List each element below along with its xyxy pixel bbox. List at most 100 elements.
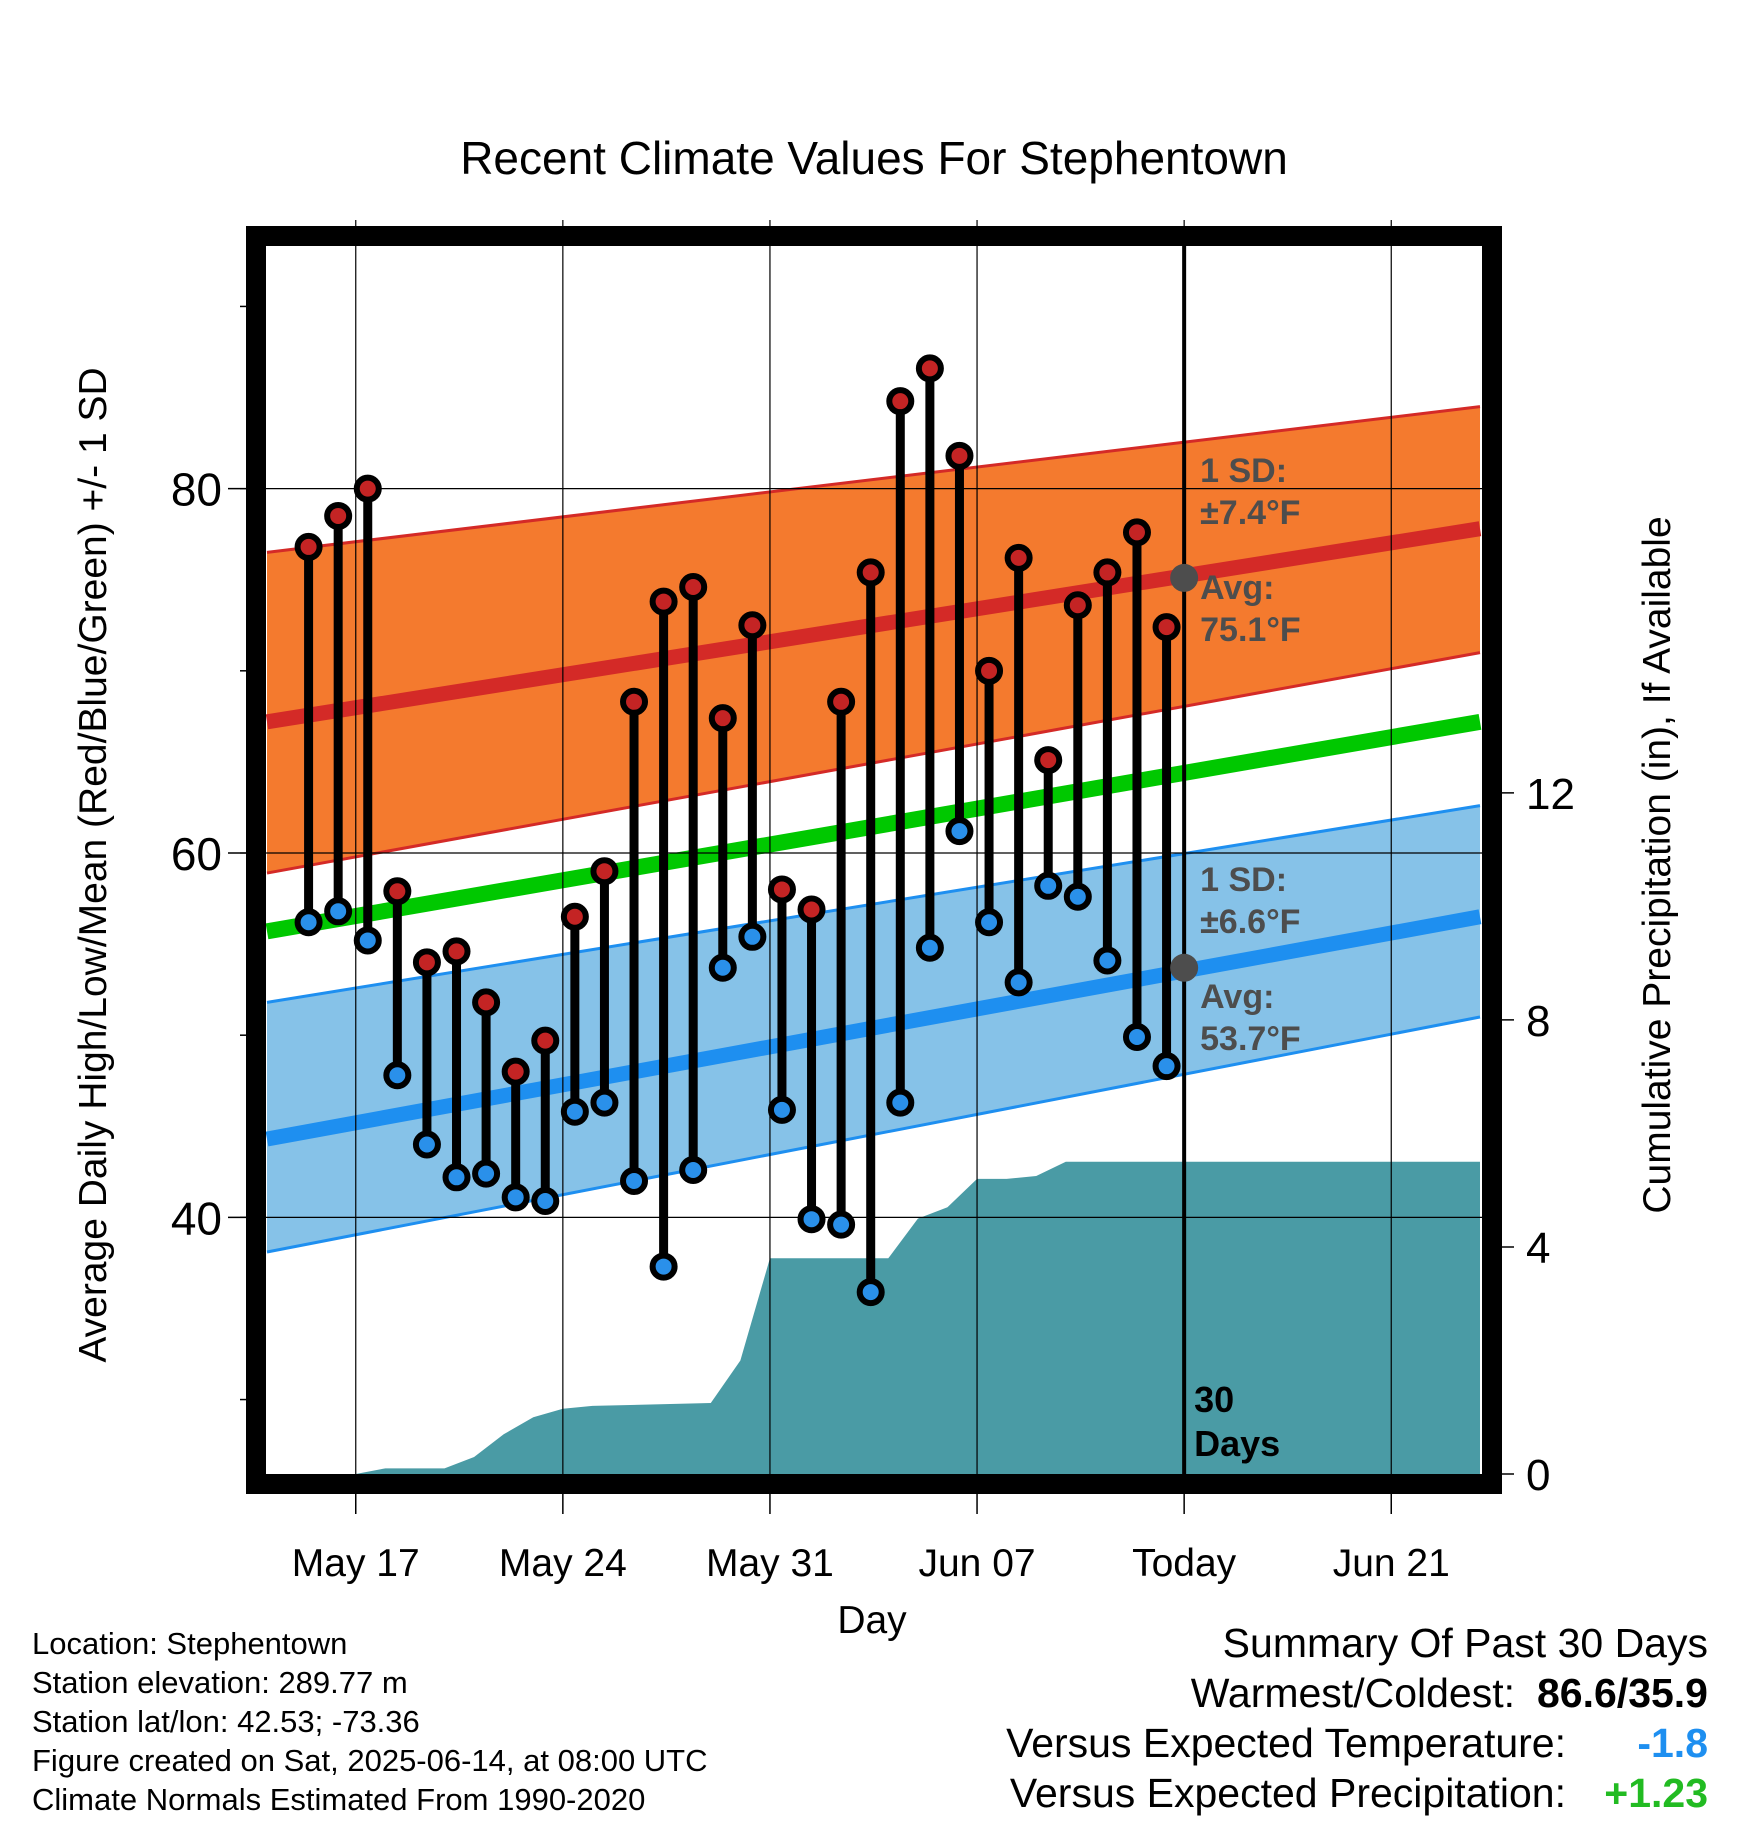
daily-high-point	[975, 656, 1004, 685]
summary-precip-row: Versus Expected Precipitation: +1.23	[1006, 1768, 1708, 1818]
precip-value: +1.23	[1604, 1770, 1708, 1816]
daily-low-point	[383, 1061, 412, 1090]
daily-low-point	[886, 1088, 915, 1117]
daily-low-point	[708, 953, 737, 982]
daily-high-point	[620, 687, 649, 716]
daily-low-point	[560, 1097, 589, 1126]
warm-cold-value: 86.6/35.9	[1537, 1670, 1708, 1716]
daily-high-point	[324, 501, 353, 530]
daily-high-point	[294, 532, 323, 561]
low-avg-annotation: Avg:	[1200, 978, 1274, 1016]
temp-label: Versus Expected Temperature:	[1006, 1720, 1566, 1766]
daily-high-point	[353, 474, 382, 503]
elevation-text: Station elevation: 289.77 m	[32, 1665, 408, 1700]
x-tick-label: May 17	[292, 1542, 420, 1585]
daily-low-point	[975, 908, 1004, 937]
daily-low-point	[353, 926, 382, 955]
created-text: Figure created on Sat, 2025-06-14, at 08…	[32, 1743, 708, 1778]
warm-cold-label: Warmest/Coldest:	[1190, 1670, 1515, 1716]
daily-low-point	[412, 1130, 441, 1159]
y2-axis-label: Cumulative Precipitation (in), If Availa…	[1636, 516, 1679, 1213]
daily-high-point	[856, 558, 885, 587]
daily-low-point	[1152, 1052, 1181, 1081]
normal-high-sd-band-upper-edge	[266, 405, 1481, 554]
low-sd-annotation: 1 SD:	[1200, 861, 1287, 899]
high-avg-annotation: 75.1°F	[1200, 611, 1301, 649]
daily-high-point	[767, 875, 796, 904]
daily-high-point	[1034, 746, 1063, 775]
today-normal-low-marker	[1170, 953, 1199, 982]
x-tick-label: Jun 07	[918, 1542, 1035, 1585]
daily-high-point	[915, 354, 944, 383]
summary-title: Summary Of Past 30 Days	[1222, 1620, 1708, 1666]
daily-high-point	[560, 902, 589, 931]
today-days-annotation: 30	[1194, 1379, 1234, 1420]
x-tick-label: Jun 21	[1333, 1542, 1450, 1585]
daily-high-point	[1122, 518, 1151, 547]
high-sd-annotation: 1 SD:	[1200, 452, 1287, 490]
daily-low-point	[294, 908, 323, 937]
daily-low-point	[915, 933, 944, 962]
today-days-annotation: Days	[1194, 1423, 1280, 1464]
daily-high-point	[1004, 543, 1033, 572]
daily-low-point	[649, 1252, 678, 1281]
daily-low-point	[531, 1186, 560, 1215]
precip-label: Versus Expected Precipitation:	[1009, 1770, 1566, 1816]
temp-value: -1.8	[1637, 1720, 1708, 1766]
daily-high-point	[945, 441, 974, 470]
daily-high-point	[738, 611, 767, 640]
y2-tick-label: 0	[1526, 1451, 1550, 1500]
daily-high-point	[649, 587, 678, 616]
daily-low-point	[1093, 946, 1122, 975]
daily-high-point	[501, 1057, 530, 1086]
y-tick-label: 40	[171, 1192, 222, 1244]
daily-low-point	[797, 1205, 826, 1234]
summary-temp-row: Versus Expected Temperature: -1.8	[1006, 1718, 1708, 1768]
daily-low-point	[1034, 871, 1063, 900]
daily-high-point	[1093, 558, 1122, 587]
y-tick-label: 60	[171, 828, 222, 880]
plot-area: 1 SD: ±7.4°F Avg: 75.1°F 1 SD: ±6.6°F Avg: 53.7…	[171, 220, 1575, 1585]
summary-panel: Summary Of Past 30 Days Warmest/Coldest:…	[1006, 1618, 1708, 1818]
today-normal-high-marker	[1170, 563, 1199, 592]
daily-high-point	[412, 948, 441, 977]
x-axis-label: Day	[837, 1599, 907, 1642]
daily-high-point	[708, 704, 737, 733]
daily-high-point	[442, 937, 471, 966]
y-tick-label: 80	[171, 464, 222, 516]
daily-high-point	[797, 895, 826, 924]
x-tick-label: May 24	[499, 1542, 627, 1585]
daily-low-point	[679, 1156, 708, 1185]
daily-low-point	[1122, 1023, 1151, 1052]
daily-low-point	[442, 1163, 471, 1192]
daily-high-point	[531, 1026, 560, 1055]
daily-low-point	[767, 1095, 796, 1124]
daily-low-point	[501, 1183, 530, 1212]
station-info: Location: Stephentown Station elevation:…	[32, 1624, 708, 1819]
daily-low-point	[856, 1278, 885, 1307]
daily-low-point	[324, 897, 353, 926]
daily-low-point	[827, 1210, 856, 1239]
x-tick-label: Today	[1132, 1542, 1237, 1585]
y2-tick-label: 8	[1526, 997, 1550, 1046]
daily-low-point	[590, 1088, 619, 1117]
plot-frame	[246, 226, 1502, 1494]
daily-high-point	[590, 857, 619, 886]
daily-high-point	[886, 387, 915, 416]
y2-tick-label: 4	[1526, 1224, 1550, 1273]
daily-low-point	[945, 817, 974, 846]
high-avg-annotation: Avg:	[1200, 569, 1274, 607]
daily-high-point	[679, 573, 708, 602]
location-text: Location: Stephentown	[32, 1626, 348, 1661]
daily-low-point	[472, 1159, 501, 1188]
daily-low-point	[1063, 882, 1092, 911]
normals-text: Climate Normals Estimated From 1990-2020	[32, 1782, 646, 1817]
precip-area	[267, 1161, 1480, 1474]
daily-low-point	[1004, 968, 1033, 997]
daily-high-point	[827, 687, 856, 716]
daily-high-point	[383, 877, 412, 906]
high-sd-annotation: ±7.4°F	[1200, 494, 1300, 532]
daily-low-point	[620, 1166, 649, 1195]
summary-warm-cold-row: Warmest/Coldest: 86.6/35.9	[1006, 1668, 1708, 1718]
